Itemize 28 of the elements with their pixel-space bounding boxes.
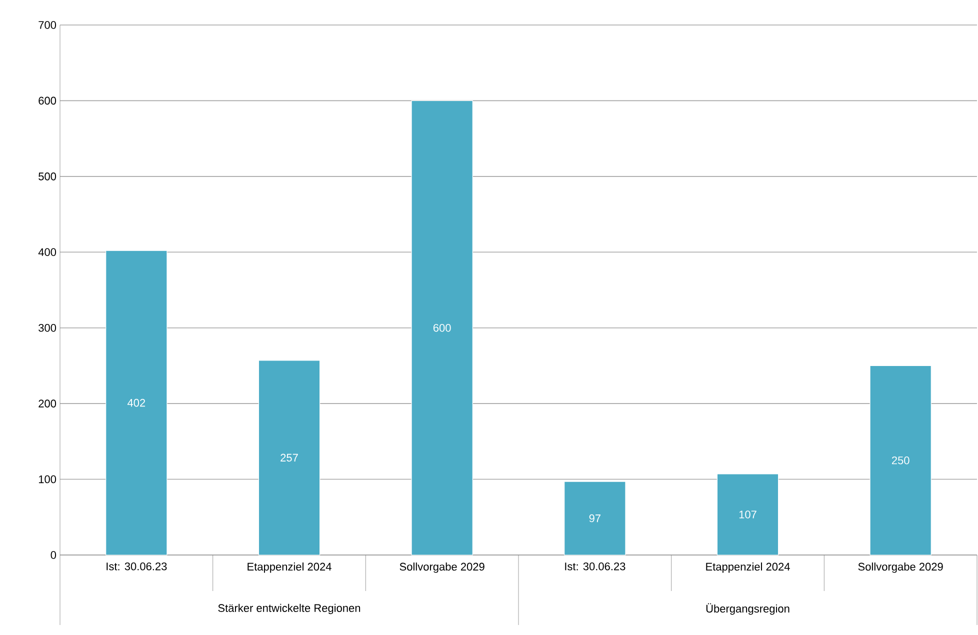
bar (564, 481, 626, 556)
x-tick-label: Sollvorgabe 2029 (858, 562, 943, 573)
data-label: 97 (589, 514, 600, 522)
y-tick-label: 200 (38, 400, 56, 408)
data-label: 402 (127, 398, 146, 407)
y-tick-label: 500 (38, 172, 56, 180)
bar (106, 250, 168, 556)
x-tick-label: Etappenziel 2024 (248, 562, 332, 573)
y-tick-label: 300 (38, 324, 56, 332)
y-tick-label: 400 (38, 248, 56, 256)
x-tick-label: Ist: 30.06.23 (565, 562, 626, 570)
text: Stärker entwickelte Regionen (218, 604, 360, 614)
y-tick-label: 600 (38, 96, 56, 105)
x-tick-label: Etappenziel 2024 (706, 562, 790, 573)
text: Übergangsregion (706, 603, 790, 615)
data-label: 107 (739, 510, 756, 518)
bar (870, 365, 932, 556)
y-tick-label: 0 (50, 551, 56, 559)
data-label: 600 (433, 324, 451, 332)
data-label: 250 (892, 456, 910, 464)
data-label: 257 (280, 454, 298, 462)
y-tick-label: 700 (38, 21, 56, 29)
x-tick-label: Ist: 30.06.23 (106, 562, 167, 570)
bar (411, 100, 473, 556)
bar (716, 474, 779, 556)
bar (258, 360, 320, 556)
x-tick-label: Sollvorgabe 2029 (400, 562, 484, 573)
y-tick-label: 100 (38, 475, 56, 484)
